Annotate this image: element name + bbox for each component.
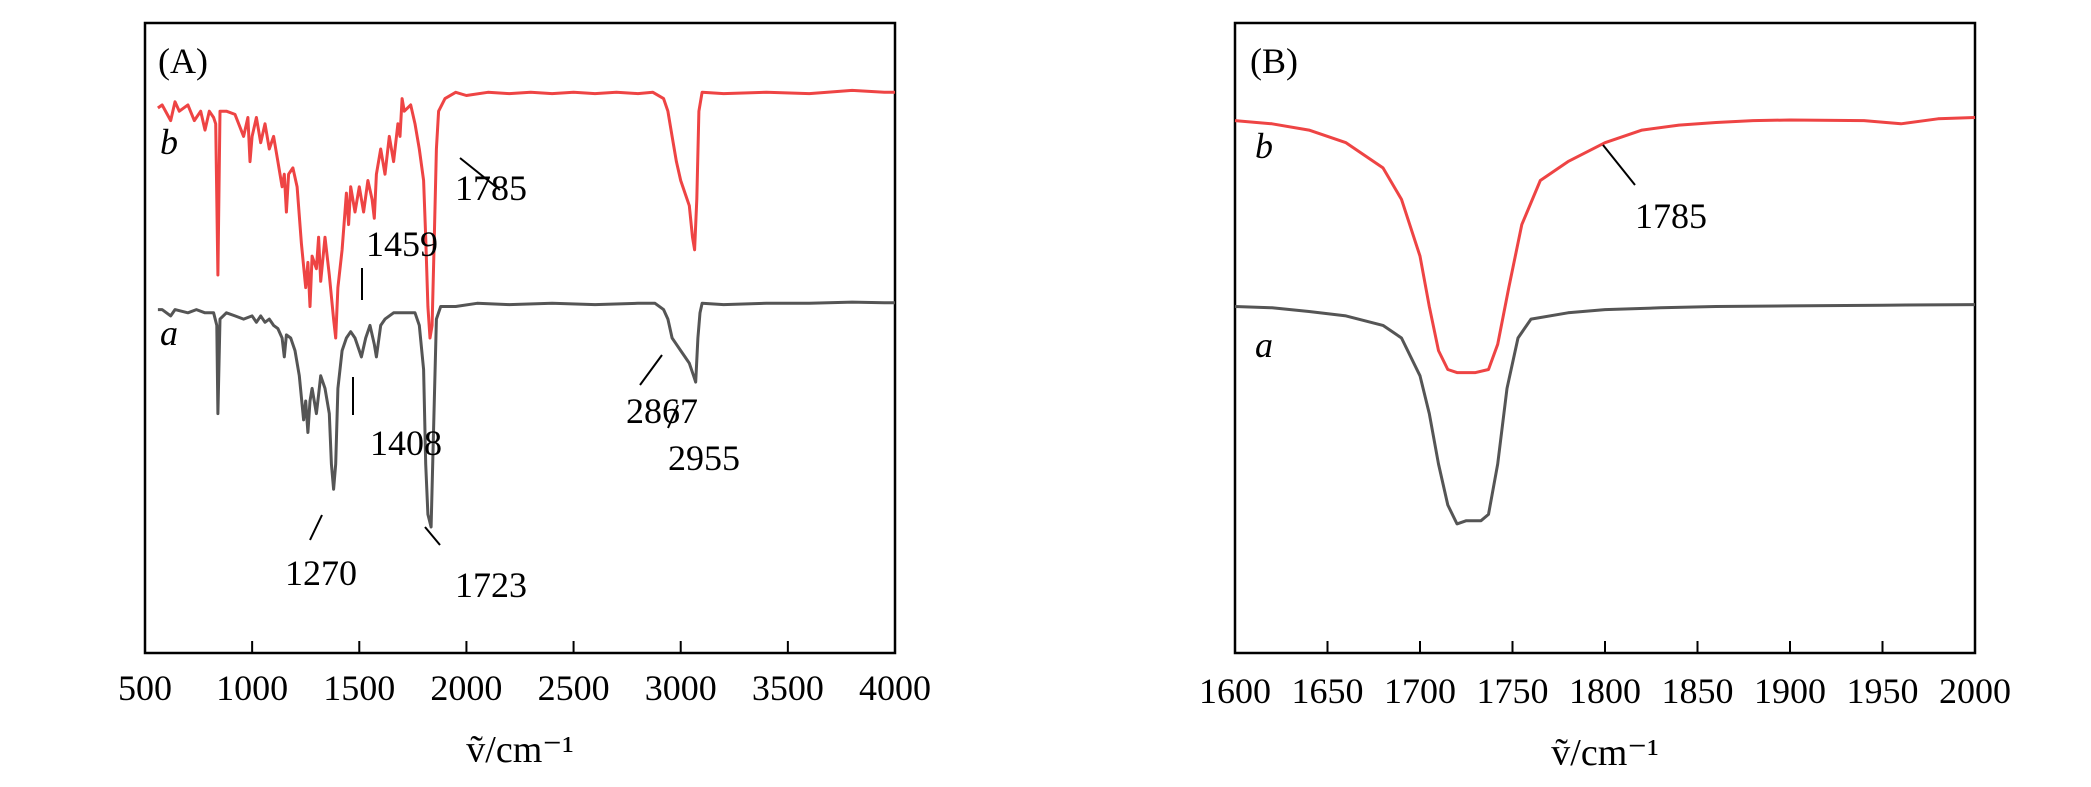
panel-b-label-series-a: a: [1255, 325, 1273, 365]
series-b-line: [1234, 116, 1976, 375]
panel-a: (A) 500 1000 1500 2000 2500 3000 3500 4000 1785…: [118, 21, 931, 771]
x-tick-label: 1950: [1847, 671, 1919, 711]
x-tick-label: 1500: [323, 668, 395, 708]
annotation-1270: 1270: [285, 553, 357, 593]
panel-a-x-axis: 500 1000 1500 2000 2500 3000 3500 4000: [118, 641, 931, 708]
x-tick-label: 1700: [1384, 671, 1456, 711]
x-tick-label: 1900: [1754, 671, 1826, 711]
x-tick-label: 2000: [430, 668, 502, 708]
panel-a-label: (A): [158, 41, 208, 81]
panel-b-curves: [1234, 116, 1976, 526]
panel-b-label: (B): [1250, 41, 1298, 81]
x-tick-label: 2000: [1939, 671, 2011, 711]
series-a-line: [1234, 303, 1976, 526]
annotation-leader-1785: [1602, 144, 1636, 186]
x-tick-label: 1800: [1569, 671, 1641, 711]
annotation-2955: 2955: [668, 438, 740, 478]
x-tick-label: 3500: [752, 668, 824, 708]
annotation-leader-2867: [639, 354, 663, 386]
panel-b: (B) 1600 1650 1700 1750 1800 1850 1900 1950 2000…: [1199, 21, 2011, 774]
x-tick-label: 4000: [859, 668, 931, 708]
panel-b-annotations: 1785: [1602, 144, 1707, 236]
annotation-2867: 2867: [626, 391, 698, 431]
annotation-1785: 1785: [455, 168, 527, 208]
panel-a-label-series-a: a: [160, 313, 178, 353]
series-a-line: [157, 300, 895, 529]
x-tick-label: 2500: [538, 668, 610, 708]
x-tick-label: 500: [118, 668, 172, 708]
x-tick-label: 1000: [216, 668, 288, 708]
annotation-1459: 1459: [366, 224, 438, 264]
panel-b-label-series-b: b: [1255, 126, 1273, 166]
annotation-leader-1270: [309, 514, 323, 541]
annotation-1408: 1408: [370, 423, 442, 463]
panel-b-plot-frame: [1233, 21, 1977, 655]
annotation-leader-2955: [667, 404, 679, 429]
annotation-leader-1723: [424, 526, 441, 546]
annotation-leader-1785: [459, 157, 501, 191]
annotation-1723: 1723: [455, 565, 527, 605]
annotation-1785: 1785: [1635, 196, 1707, 236]
panel-a-annotations: 1785 1459 1408 1270 1723 2867 2955: [285, 157, 740, 605]
x-tick-label: 1650: [1292, 671, 1364, 711]
x-tick-label: 3000: [645, 668, 717, 708]
panel-b-x-axis-title: ṽ/cm⁻¹: [1551, 732, 1658, 774]
x-tick-label: 1750: [1477, 671, 1549, 711]
series-b-line: [157, 88, 895, 340]
panel-b-x-axis: 1600 1650 1700 1750 1800 1850 1900 1950 2000: [1199, 641, 2011, 711]
panel-a-plot-frame: [143, 21, 897, 655]
panel-a-x-axis-title: ṽ/cm⁻¹: [466, 729, 573, 771]
x-tick-label: 1850: [1662, 671, 1734, 711]
x-tick-label: 1600: [1199, 671, 1271, 711]
panel-a-label-series-b: b: [160, 122, 178, 162]
panel-a-curves: [157, 88, 895, 529]
